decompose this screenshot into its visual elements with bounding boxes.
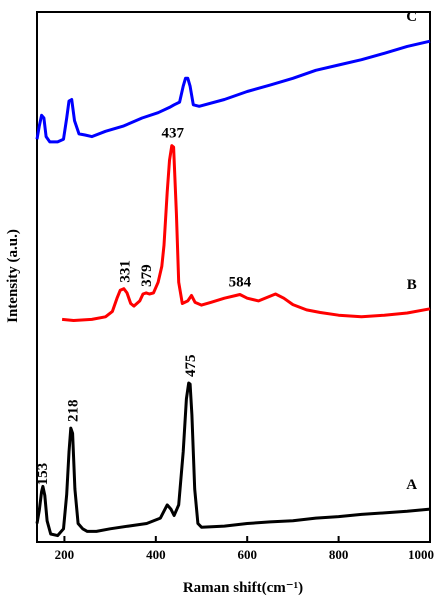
- x-tick-label: 200: [55, 547, 75, 562]
- peak-label: 218: [66, 400, 82, 423]
- peak-label: 475: [183, 355, 199, 378]
- peak-label: 331: [117, 260, 133, 283]
- series-layer: [35, 39, 431, 538]
- x-tick-label: 1000: [408, 547, 434, 562]
- peak-label: 153: [35, 463, 51, 486]
- series-line-c: [35, 39, 431, 144]
- series-line-b: [61, 144, 431, 322]
- x-tick-label: 800: [329, 547, 349, 562]
- peak-label: 379: [139, 264, 155, 287]
- plot-frame: [36, 11, 431, 543]
- x-tick-label: 400: [146, 547, 166, 562]
- x-tick-label: 600: [237, 547, 257, 562]
- peak-label: 584: [229, 274, 252, 290]
- tick-layer: 200 400 600 800 1000: [55, 536, 434, 562]
- label-layer: A B C 153 218 475 331 379 437 584: [35, 9, 417, 493]
- series-line-a: [35, 381, 431, 538]
- peak-label: 437: [161, 126, 184, 142]
- series-label-c: C: [406, 9, 417, 25]
- series-label-b: B: [407, 277, 417, 293]
- y-axis-title: Intensity (a.u.): [5, 229, 21, 323]
- series-label-a: A: [406, 477, 417, 493]
- x-axis-title: Raman shift(cm⁻¹): [183, 580, 303, 596]
